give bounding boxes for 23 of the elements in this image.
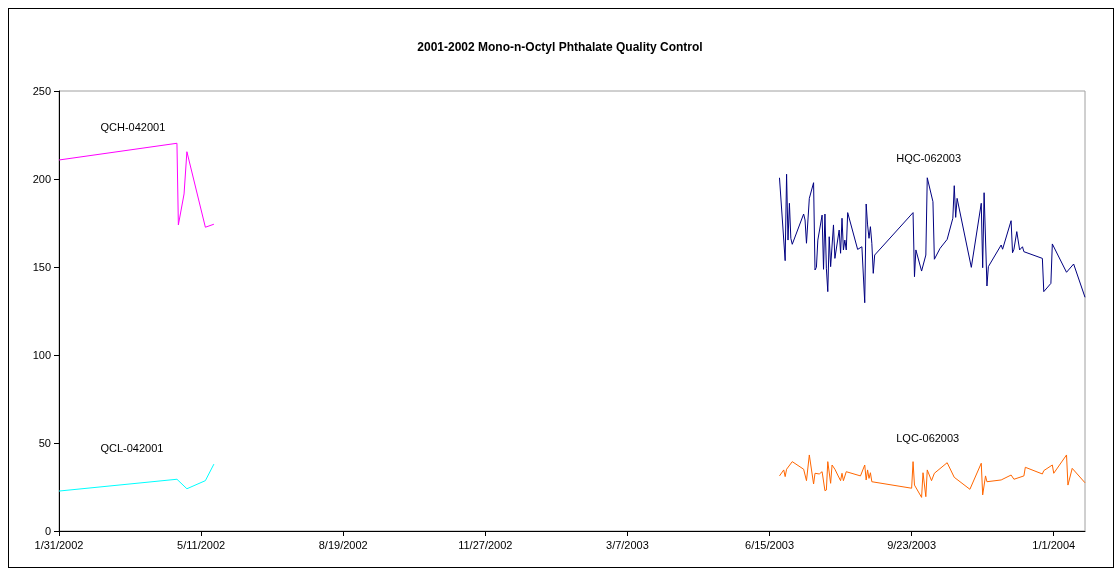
- y-tick-label: 200: [32, 173, 51, 185]
- x-tick-label: 9/23/2003: [887, 538, 937, 551]
- y-tick-label: 150: [32, 261, 51, 273]
- series-label: HQC-062003: [896, 151, 962, 164]
- series-label: LQC-062003: [896, 432, 960, 445]
- x-tick-label: 1/1/2004: [1032, 538, 1076, 551]
- x-tick-label: 1/31/2002: [34, 538, 84, 551]
- y-tick-label: 250: [32, 85, 51, 97]
- series-label: QCH-042001: [100, 120, 166, 133]
- x-tick-label: 8/19/2002: [318, 538, 368, 551]
- line-series: [58, 463, 215, 492]
- line-series: [778, 454, 1086, 498]
- chart-title: 2001-2002 Mono-n-Octyl Phthalate Quality Control: [417, 40, 703, 54]
- x-tick-label: 5/11/2002: [177, 538, 226, 551]
- text: QCL-042001: [100, 441, 164, 454]
- line-series: [58, 142, 215, 228]
- x-tick-label: 11/27/2002: [458, 538, 513, 551]
- y-tick-label: 0: [44, 525, 51, 537]
- y-tick-label: 100: [32, 349, 51, 361]
- x-tick-label: 3/7/2003: [606, 538, 649, 551]
- x-tick-label: 6/15/2003: [745, 538, 794, 551]
- y-tick-label: 50: [38, 437, 51, 449]
- line-series: [778, 173, 1086, 304]
